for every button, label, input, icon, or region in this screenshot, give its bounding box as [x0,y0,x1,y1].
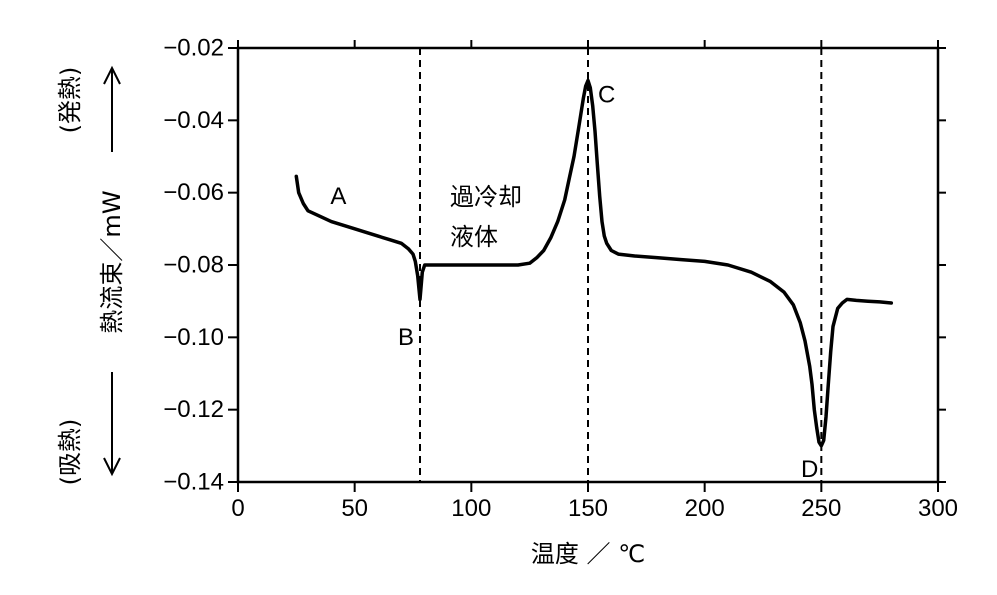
region-label-line2: 液体 [450,223,498,251]
y-tick-label: −0.02 [163,35,224,62]
series-line [294,78,894,448]
y-label-exothermic: (発熱) [56,67,84,134]
region-label-line1: 過冷却 [450,183,522,211]
down-arrow-icon [103,372,121,477]
x-tick-label: 100 [451,495,491,522]
annotation-label: B [398,324,414,351]
reference-lines [419,48,823,482]
x-tick-label: 250 [801,495,841,522]
x-tick-label: 50 [341,495,368,522]
x-tick-label: 300 [918,495,958,522]
x-tick-label: 150 [568,495,608,522]
annotation-label: A [330,183,346,210]
annotation-label: D [801,456,818,483]
y-tick-label: −0.10 [163,324,224,351]
y-label-endothermic: (吸熱) [56,419,84,486]
x-tick-label: 200 [685,495,725,522]
axis-ticks [228,40,946,492]
y-tick-label: −0.06 [163,179,224,206]
x-axis-label: 温度 ／ ℃ [531,540,645,568]
x-tick-labels: 0 50 100 150 200 250 300 [231,495,958,522]
y-tick-label: −0.04 [163,107,224,134]
y-tick-label: −0.14 [163,469,224,496]
annotation-label: C [598,82,615,109]
annotations: A B C D [330,82,818,483]
y-tick-labels: −0.02 −0.04 −0.06 −0.08 −0.10 −0.12 −0.14 [163,35,224,496]
y-tick-label: −0.12 [163,396,224,423]
up-arrow-icon [103,65,121,152]
y-tick-label: −0.08 [163,252,224,279]
x-tick-label: 0 [231,495,244,522]
y-axis-label: 熱流束／mW [98,190,126,333]
